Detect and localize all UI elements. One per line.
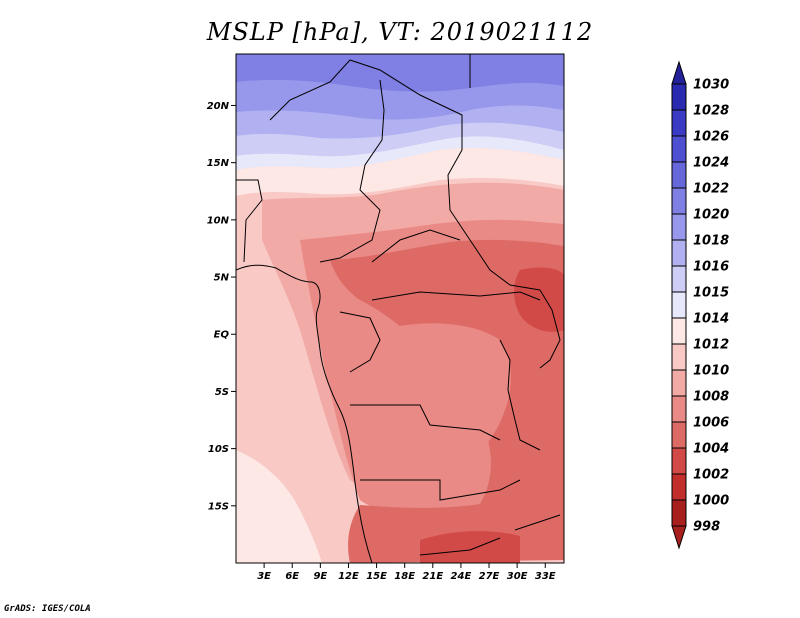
grads-credit: GrADS: IGES/COLA — [4, 604, 91, 614]
colorbar-label: 1004 — [693, 442, 729, 457]
colorbar-segment — [671, 421, 687, 449]
lat-label: 15S — [208, 501, 229, 512]
pressure-field — [236, 54, 564, 563]
lon-label: 30E — [507, 571, 528, 582]
colorbar-top-arrow — [671, 60, 687, 85]
lon-label: 33E — [535, 571, 556, 582]
field-1008-basin — [375, 323, 511, 453]
border-uganda — [539, 289, 561, 369]
colorbar-segment — [671, 291, 687, 319]
colorbar-segment — [671, 109, 687, 137]
lon-label: 12E — [338, 571, 359, 582]
colorbar-label: 1016 — [693, 260, 729, 275]
border-namibia — [360, 479, 521, 501]
lon-label: 18E — [394, 571, 415, 582]
border-sudan — [447, 149, 541, 291]
colorbar-label: 1000 — [693, 494, 729, 509]
colorbar-bottom-arrow — [671, 525, 687, 550]
map-frame — [235, 53, 565, 564]
border-gabon — [339, 311, 381, 373]
field-1014-ocean — [236, 450, 322, 563]
colorbar-label: 1006 — [693, 416, 729, 431]
colorbar-label: 1018 — [693, 234, 729, 249]
colorbar-label: 1020 — [693, 208, 729, 223]
map-title: MSLP [hPa], VT: 2019021112 — [206, 18, 594, 46]
lon-label: 21E — [422, 571, 443, 582]
country-borders — [236, 54, 561, 563]
border-sahara — [269, 59, 463, 150]
border-drc-north — [371, 291, 541, 301]
colorbar-segment — [671, 239, 687, 267]
colorbar-segment — [671, 447, 687, 475]
colorbar-segment — [671, 499, 687, 527]
lon-label: 27E — [479, 571, 500, 582]
lat-label: 15N — [207, 158, 230, 169]
colorbar-label: 1012 — [693, 338, 729, 353]
colorbar-segment — [671, 395, 687, 423]
colorbar-segment — [671, 317, 687, 345]
border-lakes — [499, 339, 541, 451]
colorbar-label: 1008 — [693, 390, 729, 405]
lon-label: 9E — [313, 571, 327, 582]
border-angola-north — [350, 404, 501, 441]
lon-label: 6E — [285, 571, 299, 582]
colorbar-label: 1015 — [693, 286, 729, 301]
lat-label: 20N — [207, 101, 230, 112]
lat-label: 10S — [208, 444, 229, 455]
colorbar-segment — [671, 213, 687, 241]
field-1004-south — [420, 531, 520, 563]
colorbar-label: 1030 — [693, 78, 729, 93]
lat-label: 10N — [207, 215, 230, 226]
lon-label: 3E — [257, 571, 271, 582]
field-1014 — [236, 148, 564, 196]
colorbar-label: 1026 — [693, 130, 729, 145]
colorbar-segment — [671, 135, 687, 163]
colorbar-segment — [671, 473, 687, 501]
lat-label: 5S — [215, 387, 229, 398]
border-car — [371, 229, 461, 263]
colorbar-segment — [671, 83, 687, 111]
lon-label: 24E — [451, 571, 472, 582]
colorbar-segment — [671, 161, 687, 189]
colorbar-label: 1028 — [693, 104, 729, 119]
border-nigeria — [236, 179, 263, 263]
coastline-west — [236, 264, 373, 563]
field-1006 — [330, 239, 564, 563]
field-1022 — [236, 54, 564, 92]
colorbar-label: 1014 — [693, 312, 729, 327]
colorbar-segment — [671, 265, 687, 293]
colorbar: 1030 1028 1026 1024 1022 1020 1018 1016 1015 1014… — [671, 60, 729, 550]
longitude-axis: 3E 6E 9E 12E 15E 18E 21E 24E 27E 30E 33E — [257, 563, 556, 582]
colorbar-label: 1024 — [693, 156, 729, 171]
border-south — [419, 514, 561, 556]
colorbar-label: 1010 — [693, 364, 729, 379]
colorbar-segment — [671, 369, 687, 397]
lon-label: 15E — [366, 571, 387, 582]
border-chad-west — [319, 79, 385, 263]
colorbar-label: 1022 — [693, 182, 729, 197]
latitude-axis: 20N 15N 10N 5N EQ 5S 10S 15S — [207, 101, 236, 512]
colorbar-label: 1002 — [693, 468, 729, 483]
lat-label: EQ — [214, 330, 230, 341]
colorbar-segment — [671, 343, 687, 371]
lat-label: 5N — [214, 273, 230, 284]
colorbar-label: 998 — [693, 520, 720, 535]
colorbar-segment — [671, 187, 687, 215]
